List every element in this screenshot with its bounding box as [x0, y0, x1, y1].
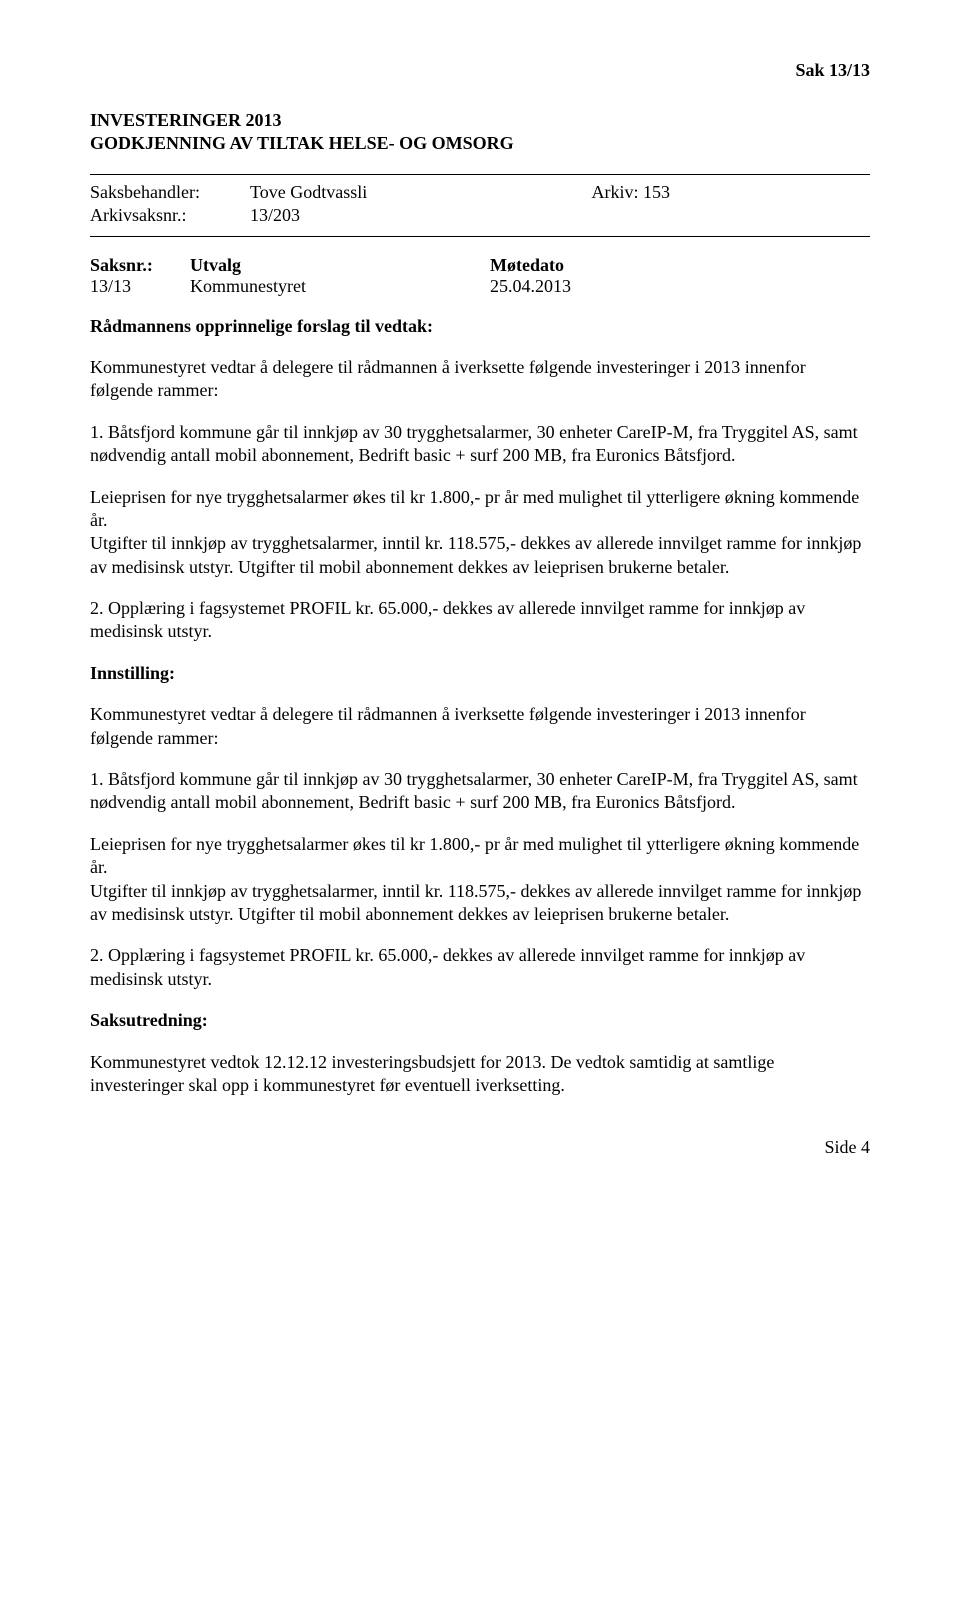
innstilling-leiepris: Leieprisen for nye trygghetsalarmer økes…: [90, 833, 870, 880]
utvalg-name: Kommunestyret: [190, 276, 490, 297]
title-line-2: GODKJENNING AV TILTAK HELSE- OG OMSORG: [90, 133, 514, 153]
title-line-1: INVESTERINGER 2013: [90, 110, 282, 130]
radmannens-heading: Rådmannens opprinnelige forslag til vedt…: [90, 315, 870, 338]
utvalg-saksnr: 13/13: [90, 276, 190, 297]
innstilling-utgifter: Utgifter til innkjøp av trygghetsalarmer…: [90, 880, 870, 927]
arkiv-label: Arkiv: 153: [592, 181, 871, 204]
saksutredning-heading: Saksutredning:: [90, 1009, 870, 1032]
utgifter-paragraph: Utgifter til innkjøp av trygghetsalarmer…: [90, 532, 870, 579]
innstilling-heading: Innstilling:: [90, 662, 870, 685]
point-1: 1. Båtsfjord kommune går til innkjøp av …: [90, 421, 870, 468]
leiepris-paragraph: Leieprisen for nye trygghetsalarmer økes…: [90, 486, 870, 533]
innstilling-point-1: 1. Båtsfjord kommune går til innkjøp av …: [90, 768, 870, 815]
saksutredning-paragraph: Kommunestyret vedtok 12.12.12 investerin…: [90, 1051, 870, 1098]
utvalg-table: Saksnr.: Utvalg Møtedato 13/13 Kommunest…: [90, 255, 870, 297]
saksbehandler-label: Saksbehandler:: [90, 181, 250, 204]
innstilling-point-2: 2. Opplæring i fagsystemet PROFIL kr. 65…: [90, 944, 870, 991]
intro-paragraph: Kommunestyret vedtar å delegere til rådm…: [90, 356, 870, 403]
utvalg-date: 25.04.2013: [490, 276, 571, 297]
utvalg-h-motedato: Møtedato: [490, 255, 564, 276]
arkivsaksnr-label: Arkivsaksnr.:: [90, 204, 250, 227]
utvalg-h-saksnr: Saksnr.:: [90, 255, 190, 276]
point-2: 2. Opplæring i fagsystemet PROFIL kr. 65…: [90, 597, 870, 644]
meta-block: Saksbehandler: Tove Godtvassli Arkiv: 15…: [90, 181, 870, 228]
document-title: INVESTERINGER 2013 GODKJENNING AV TILTAK…: [90, 109, 870, 156]
utvalg-h-utvalg: Utvalg: [190, 255, 490, 276]
saksbehandler-value: Tove Godtvassli: [250, 181, 367, 204]
sak-reference: Sak 13/13: [90, 60, 870, 81]
divider-top: [90, 174, 870, 175]
document-page: Sak 13/13 INVESTERINGER 2013 GODKJENNING…: [0, 0, 960, 1198]
innstilling-intro: Kommunestyret vedtar å delegere til rådm…: [90, 703, 870, 750]
arkivsaksnr-value: 13/203: [250, 204, 300, 227]
utvalg-data-row: 13/13 Kommunestyret 25.04.2013: [90, 276, 870, 297]
divider-bottom: [90, 236, 870, 237]
page-number: Side 4: [90, 1137, 870, 1158]
meta-row-saksbehandler: Saksbehandler: Tove Godtvassli Arkiv: 15…: [90, 181, 870, 204]
meta-row-arkivsaksnr: Arkivsaksnr.: 13/203: [90, 204, 870, 227]
utvalg-header-row: Saksnr.: Utvalg Møtedato: [90, 255, 870, 276]
